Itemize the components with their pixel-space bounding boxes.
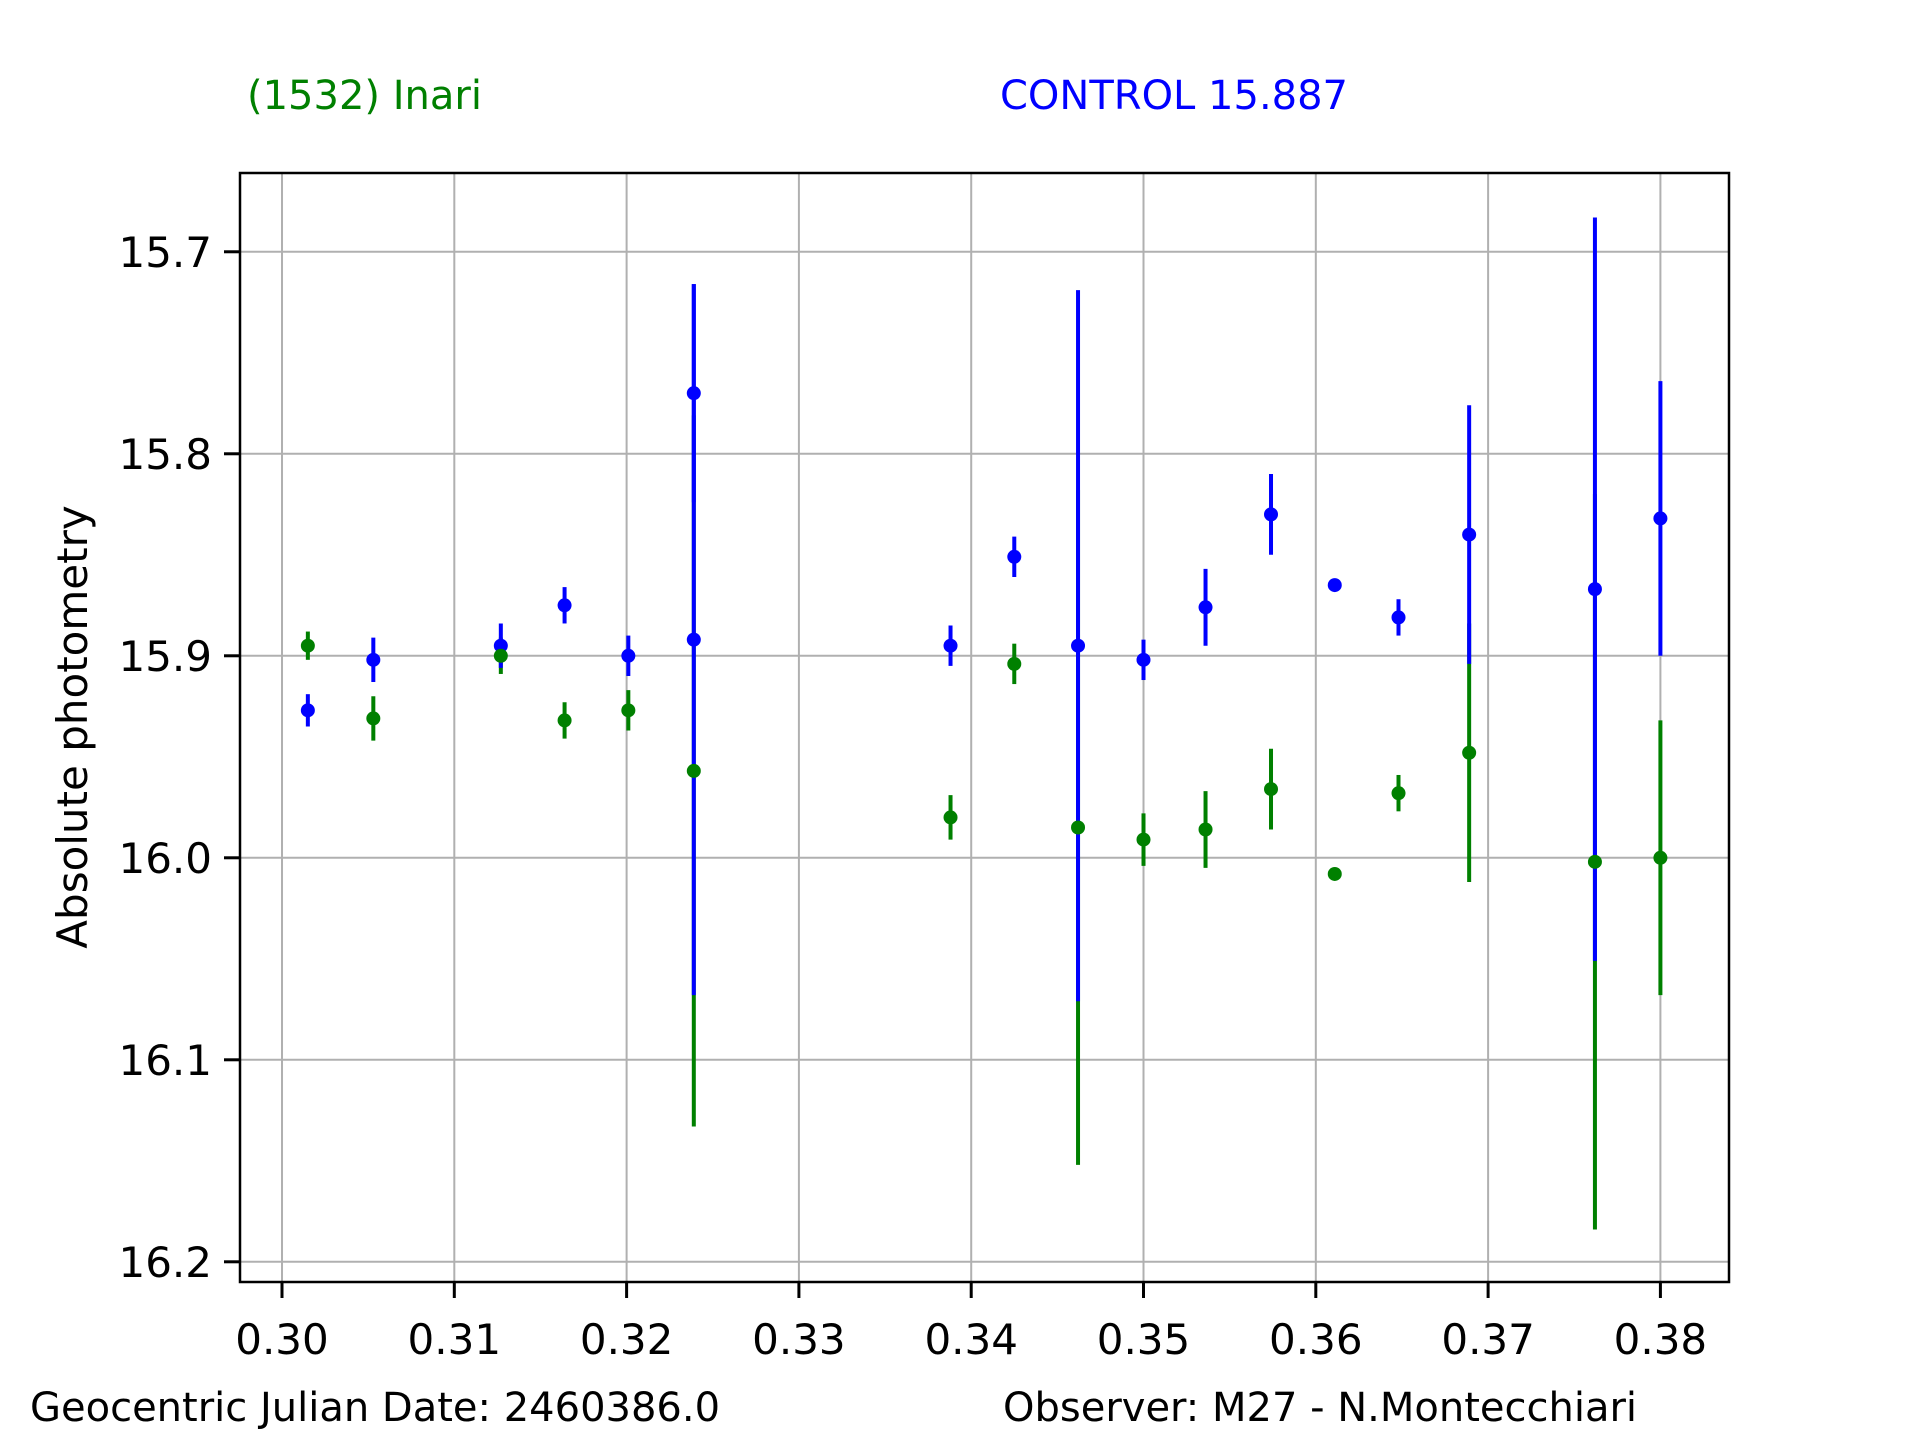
x-tick-label: 0.36 [1269,1315,1363,1364]
data-point-asteroid [1071,820,1086,835]
data-point-asteroid [686,763,701,778]
data-point-control [1198,600,1213,615]
data-point-asteroid [943,810,958,825]
x-tick-label: 0.31 [408,1315,502,1364]
y-tick-label: 15.7 [118,228,212,277]
x-tick-label: 0.30 [235,1315,329,1364]
y-tick-label: 16.2 [118,1238,212,1287]
data-point-control [686,632,701,647]
y-tick-label: 16.0 [118,834,212,883]
data-point-asteroid [1136,832,1151,847]
data-point-control [1264,507,1279,522]
data-point-asteroid [557,713,572,728]
data-point-control [1136,652,1151,667]
data-point-asteroid [1462,745,1477,760]
data-point-asteroid [1587,854,1602,869]
x-tick-label: 0.32 [580,1315,674,1364]
x-tick-label: 0.37 [1441,1315,1535,1364]
data-point-control [1071,638,1086,653]
data-points [300,386,1668,881]
y-tick-label: 15.8 [118,430,212,479]
data-point-control [1391,610,1406,625]
data-point-control [686,386,701,401]
data-point-asteroid [1007,656,1022,671]
plot-title-object: (1532) Inari [247,73,482,119]
y-tick-label: 15.9 [118,632,212,681]
data-point-asteroid [1653,850,1668,865]
data-point-control [366,652,381,667]
data-point-control [1587,582,1602,597]
julian-date-caption: Geocentric Julian Date: 2460386.0 [30,1385,721,1431]
data-point-control [943,638,958,653]
x-tick-label: 0.35 [1097,1315,1191,1364]
axis-tick-labels: 0.30 0.31 0.32 0.33 0.34 0.35 0.36 0.37 0.38 15.7… [118,228,1707,1364]
observer-caption: Observer: M27 - N.Montecchiari [1003,1385,1638,1431]
data-point-asteroid [366,711,381,726]
data-point-control [621,648,636,663]
data-point-asteroid [1391,786,1406,801]
x-tick-label: 0.33 [752,1315,846,1364]
data-point-asteroid [300,638,315,653]
x-tick-label: 0.38 [1614,1315,1708,1364]
data-point-control [300,703,315,718]
plot-frame [238,171,1731,1284]
grid-lines [240,173,1729,1282]
data-point-control [557,598,572,613]
data-point-control [493,638,508,653]
data-point-asteroid [1264,782,1279,797]
axes-frame [238,171,1731,1284]
data-point-control [1462,527,1477,542]
error-bars [305,217,1663,1230]
data-point-asteroid [1198,822,1213,837]
axis-ticks [224,250,1662,1298]
y-tick-label: 16.1 [118,1036,212,1085]
data-point-control [1007,549,1022,564]
data-point-asteroid [1327,866,1342,881]
data-point-asteroid [621,703,636,718]
x-tick-label: 0.34 [924,1315,1018,1364]
data-point-control [1653,511,1668,526]
data-point-asteroid [493,648,508,663]
plot-title-control: CONTROL 15.887 [1000,73,1349,119]
data-point-control [1327,578,1342,593]
